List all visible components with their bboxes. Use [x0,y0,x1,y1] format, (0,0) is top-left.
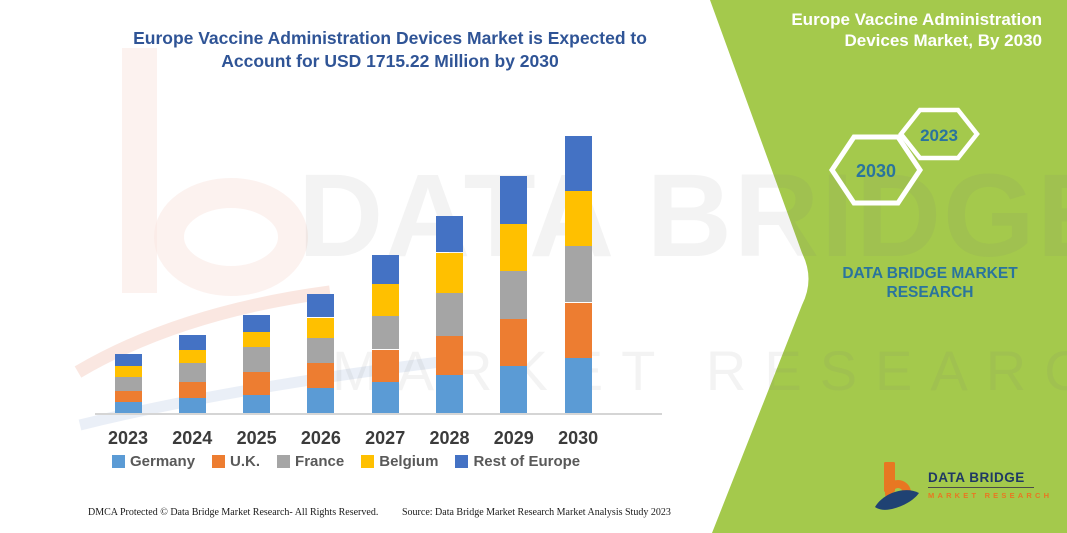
x-label-2027: 2027 [365,428,406,448]
legend-item-france: France [277,453,344,470]
x-label-2029: 2029 [493,428,534,448]
chart-title: Europe Vaccine Administration Devices Ma… [40,27,740,73]
legend-label-france: France [295,453,345,470]
x-label-2028: 2028 [429,428,470,448]
legend-label-u-k: U.K. [230,453,261,470]
watermark-b-bowl [154,178,308,296]
x-label-2025: 2025 [236,428,277,448]
x-axis-line [95,413,662,415]
dbmr-logo-divider [928,487,1034,488]
x-label-2026: 2026 [300,428,341,448]
brand-text-line1: DATA BRIDGE MARKET [842,265,1018,282]
side-panel-title: Europe Vaccine Administration Devices Ma… [722,9,1042,51]
chart-legend: Germany U.K. France Belgium Rest of Europe [112,453,580,470]
dbmr-logo-icon [875,462,919,510]
side-panel-title-line1: Europe Vaccine Administration [791,10,1042,29]
legend-swatch-germany [112,455,125,468]
watermark-b-stem [122,48,157,293]
legend-label-germany: Germany [130,453,196,470]
side-panel-title-line2: Devices Market, By 2030 [844,31,1042,50]
legend-item-belgium: Belgium [361,453,438,470]
brand-text-line2: RESEARCH [886,284,974,301]
x-label-2030: 2030 [558,428,599,448]
footer-source-text: Source: Data Bridge Market Research Mark… [402,507,671,518]
watermark-red-swoosh [74,285,331,378]
legend-swatch-france [277,455,291,468]
legend-swatch-u-k [212,455,226,468]
dbmr-logo-text: DATA BRIDGE MARKET RESEARCH [928,462,1052,500]
legend-item-rest-of-europe: Rest of Europe [455,453,580,470]
legend-label-belgium: Belgium [379,453,439,470]
x-label-2024: 2024 [172,428,213,448]
legend-item-u-k: U.K. [212,453,260,470]
chart-title-line2: Account for USD 1715.22 Million by 2030 [221,51,559,71]
x-label-2023: 2023 [107,428,149,448]
legend-swatch-belgium [361,455,375,468]
legend-item-germany: Germany [112,453,195,470]
dbmr-logo: DATA BRIDGE MARKET RESEARCH [874,462,1052,512]
legend-swatch-rest-of-europe [455,455,469,468]
dbmr-logo-title: DATA BRIDGE [928,470,1025,485]
dbmr-logo-subtitle: MARKET RESEARCH [928,491,1053,500]
footer-dmca-text: DMCA Protected © Data Bridge Market Rese… [88,507,379,518]
legend-label-rest-of-europe: Rest of Europe [473,453,581,470]
brand-text: DATA BRIDGE MARKET RESEARCH [810,264,1050,302]
chart-title-line1: Europe Vaccine Administration Devices Ma… [133,28,647,48]
